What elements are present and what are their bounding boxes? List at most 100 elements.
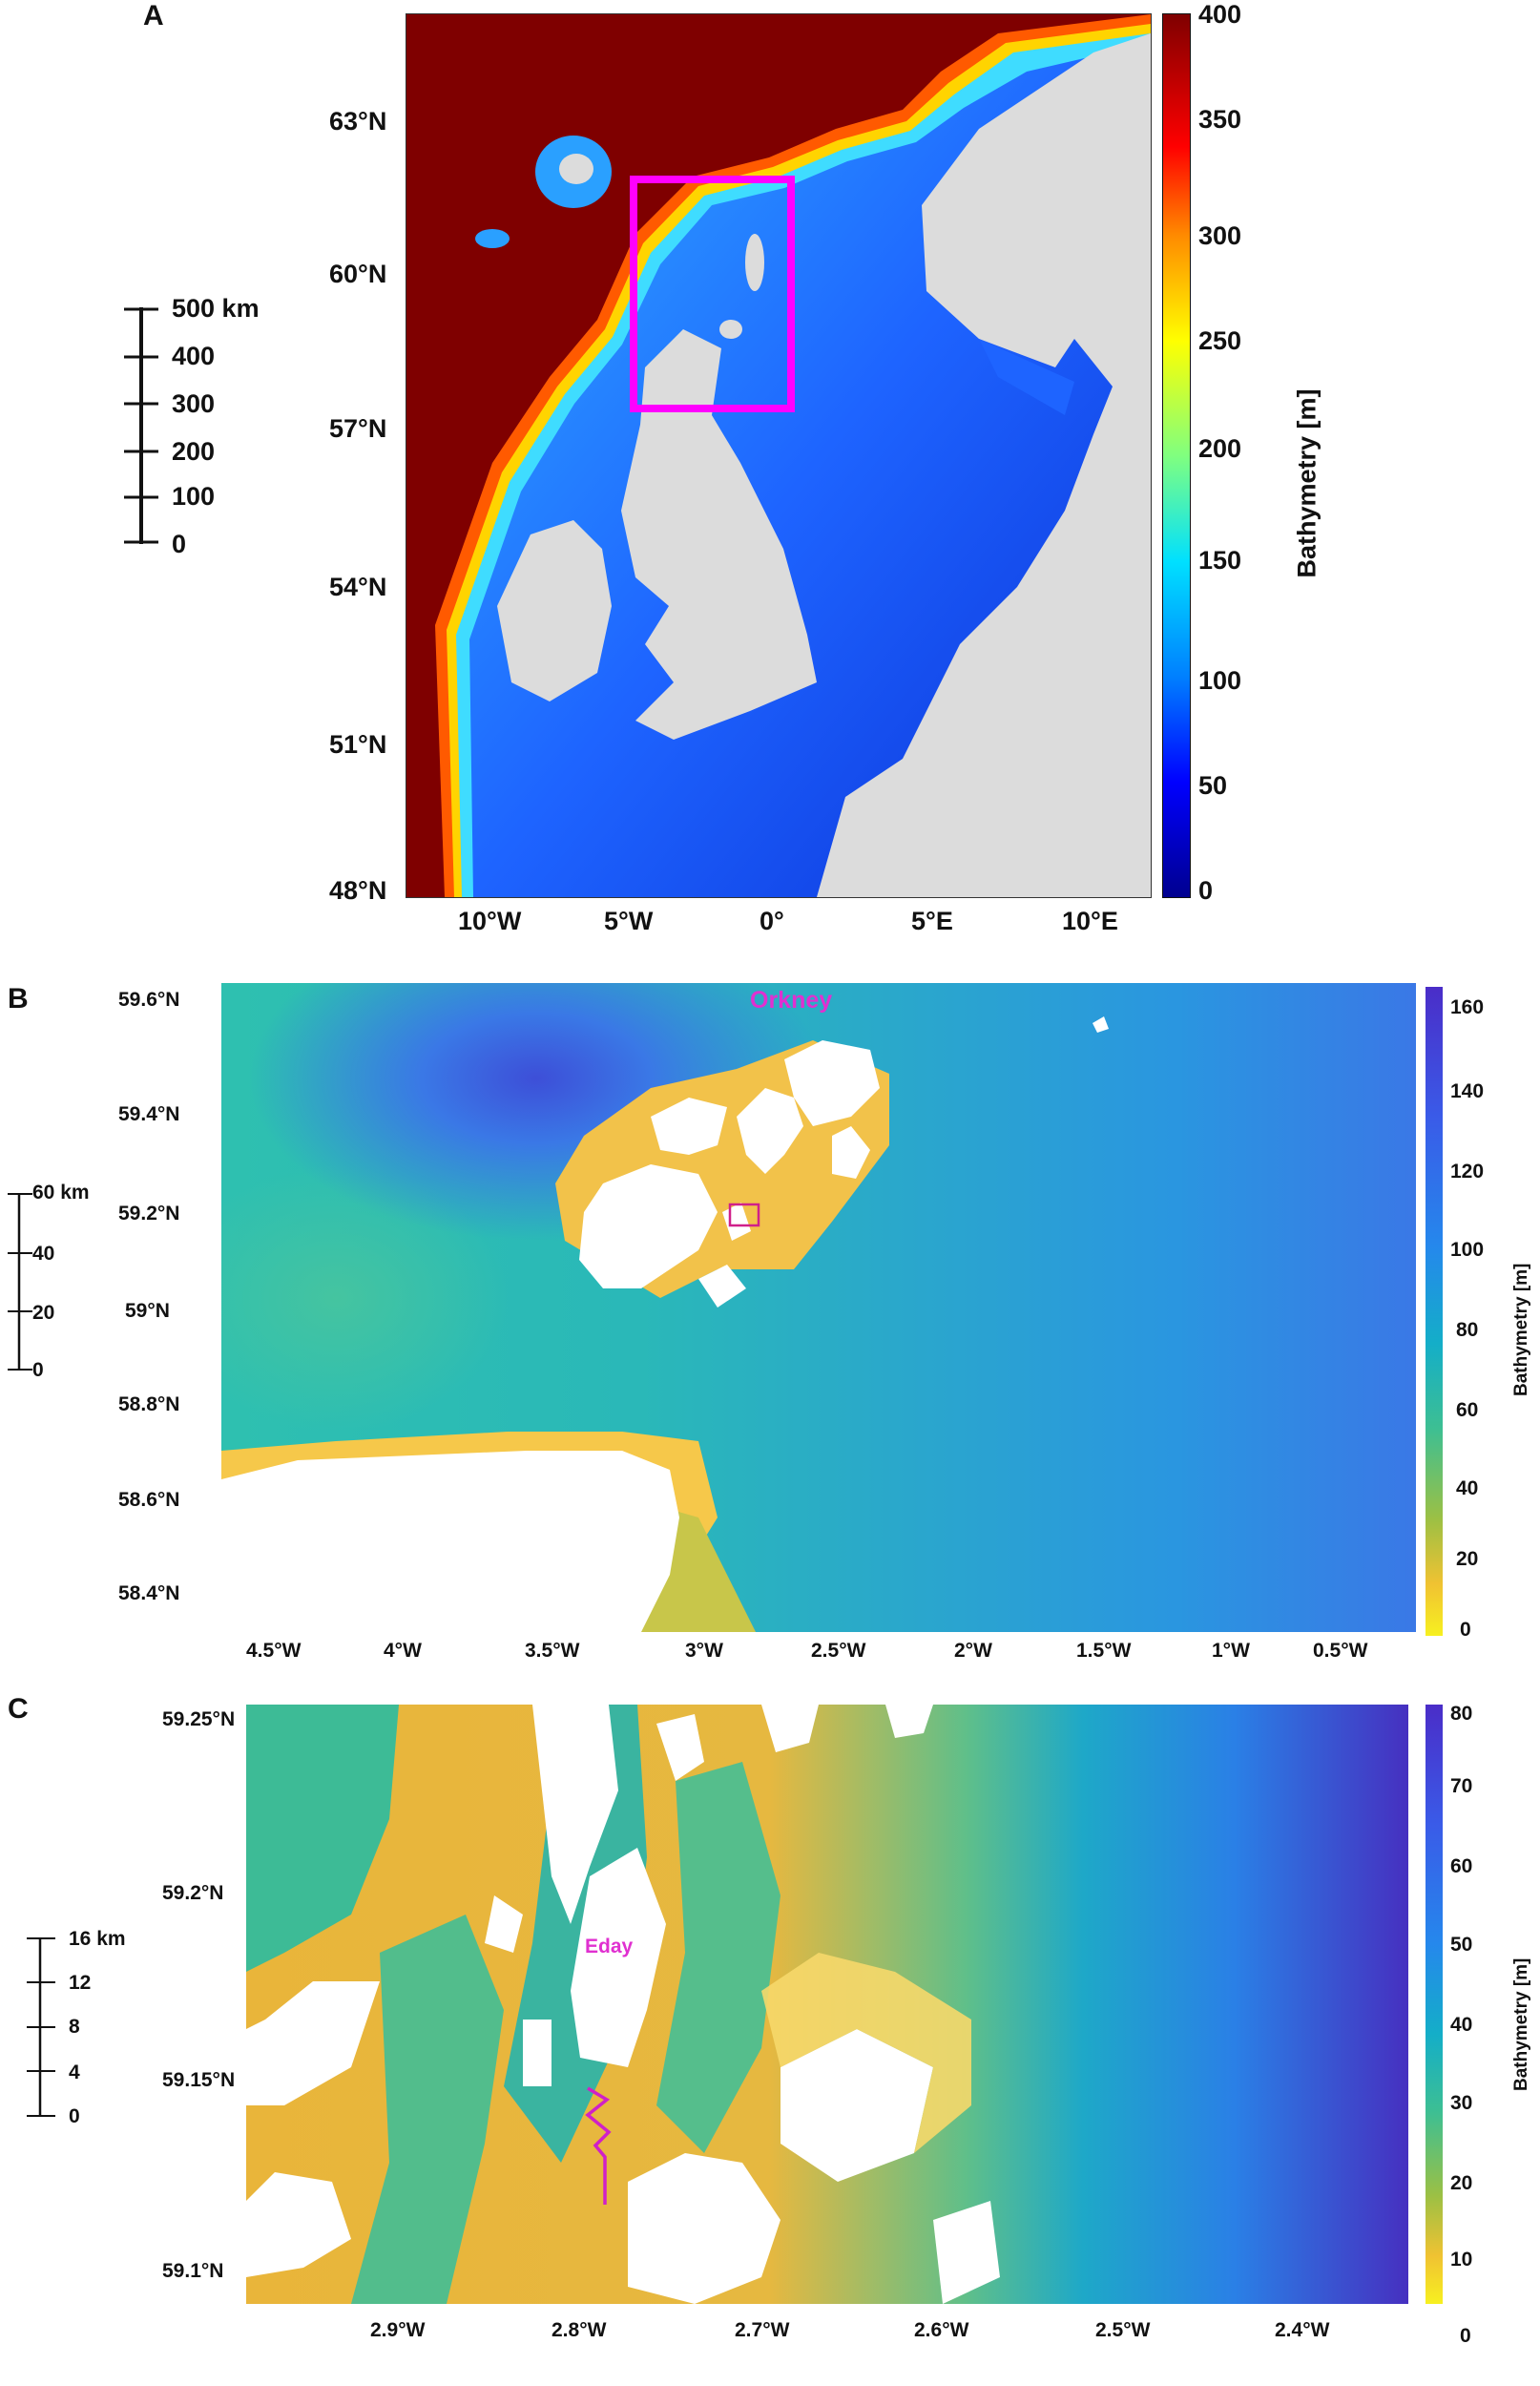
map-eday bbox=[246, 1705, 1408, 2304]
colorbar-tick: 300 bbox=[1198, 221, 1242, 250]
scale-label: 60 km bbox=[32, 1182, 90, 1203]
colorbar-tick: 60 bbox=[1456, 1399, 1479, 1421]
colorbar-tick: 150 bbox=[1198, 546, 1242, 575]
scale-label: 4 bbox=[69, 2062, 80, 2083]
colorbar-b bbox=[1426, 987, 1443, 1636]
colorbar-tick: 200 bbox=[1198, 434, 1242, 463]
map-north-sea bbox=[406, 13, 1152, 898]
colorbar-tick: 400 bbox=[1198, 0, 1242, 29]
map-orkney bbox=[221, 983, 1416, 1632]
lon-label: 2.5°W bbox=[811, 1640, 866, 1662]
lon-label: 10°E bbox=[1062, 907, 1118, 935]
colorbar-tick: 10 bbox=[1450, 2249, 1473, 2271]
colorbar-tick: 20 bbox=[1450, 2172, 1473, 2194]
lat-label: 59.4°N bbox=[118, 1103, 180, 1125]
colorbar-tick: 140 bbox=[1450, 1080, 1485, 1102]
lon-label: 2.4°W bbox=[1275, 2319, 1330, 2341]
scale-label: 40 bbox=[32, 1243, 55, 1265]
scale-bar-graphic bbox=[8, 1193, 32, 1371]
lon-label: 3.5°W bbox=[525, 1640, 580, 1662]
scale-label: 20 bbox=[32, 1302, 55, 1324]
lon-label: 0.5°W bbox=[1313, 1640, 1368, 1662]
colorbar-tick: 160 bbox=[1450, 996, 1485, 1018]
colorbar-tick: 40 bbox=[1450, 2014, 1473, 2036]
panel-letter-b: B bbox=[8, 983, 29, 1015]
lon-label: 2.6°W bbox=[914, 2319, 969, 2341]
transect-line bbox=[585, 2086, 612, 2205]
colorbar-tick: 80 bbox=[1450, 1703, 1473, 1725]
scale-label: 0 bbox=[69, 2105, 80, 2127]
colorbar-tick: 80 bbox=[1456, 1319, 1479, 1341]
lat-label: 51°N bbox=[329, 730, 387, 759]
colorbar-c bbox=[1426, 1705, 1443, 2304]
panel-letter-c: C bbox=[8, 1693, 29, 1725]
lon-label: 3°W bbox=[685, 1640, 723, 1662]
lat-label: 59.1°N bbox=[162, 2260, 224, 2282]
colorbar-a bbox=[1162, 13, 1191, 898]
scale-label: 0 bbox=[172, 530, 187, 558]
scale-label: 400 bbox=[172, 342, 216, 370]
eday-box bbox=[728, 1203, 760, 1227]
scale-bar-graphic bbox=[124, 307, 158, 544]
colorbar-tick: 250 bbox=[1198, 326, 1242, 355]
colorbar-title-b: Bathymetry [m] bbox=[1511, 1263, 1531, 1396]
colorbar-tick: 0 bbox=[1198, 876, 1214, 905]
scale-label: 0 bbox=[32, 1359, 44, 1381]
lon-label: 2°W bbox=[954, 1640, 992, 1662]
colorbar-tick: 50 bbox=[1450, 1934, 1473, 1956]
colorbar-tick: 100 bbox=[1198, 666, 1242, 695]
lat-label: 58.8°N bbox=[118, 1393, 180, 1415]
scale-bar-graphic bbox=[27, 1937, 55, 2117]
lat-label: 59.2°N bbox=[118, 1203, 180, 1224]
colorbar-tick: 120 bbox=[1450, 1161, 1485, 1183]
colorbar-title-c: Bathymetry [m] bbox=[1511, 1957, 1531, 2091]
colorbar-tick: 50 bbox=[1198, 771, 1228, 800]
lon-label: 2.9°W bbox=[370, 2319, 426, 2341]
lat-label: 63°N bbox=[329, 107, 387, 136]
scale-label: 300 bbox=[172, 389, 216, 418]
lat-label: 58.6°N bbox=[118, 1489, 180, 1511]
lon-label: 2.7°W bbox=[735, 2319, 790, 2341]
colorbar-tick: 0 bbox=[1460, 1619, 1471, 1641]
scale-label: 12 bbox=[69, 1972, 92, 1994]
lat-label: 59.25°N bbox=[162, 1708, 236, 1730]
map-eday-graphic bbox=[246, 1705, 1000, 2304]
colorbar-tick: 20 bbox=[1456, 1548, 1479, 1570]
panel-letter-a: A bbox=[143, 0, 164, 31]
map-north-sea-graphic bbox=[435, 14, 1151, 897]
lat-label: 59.2°N bbox=[162, 1882, 224, 1904]
scale-label: 16 km bbox=[69, 1928, 126, 1950]
lon-label: 2.8°W bbox=[551, 2319, 607, 2341]
colorbar-tick: 70 bbox=[1450, 1775, 1473, 1797]
lon-label: 1.5°W bbox=[1076, 1640, 1132, 1662]
colorbar-title-a: Bathymetry [m] bbox=[1292, 388, 1321, 578]
lon-label: 2.5°W bbox=[1095, 2319, 1151, 2341]
study-area-box bbox=[630, 176, 795, 412]
place-label-orkney: Orkney bbox=[750, 987, 833, 1014]
lat-label: 59.15°N bbox=[162, 2069, 236, 2091]
colorbar-tick: 350 bbox=[1198, 105, 1242, 134]
lat-label: 59°N bbox=[125, 1300, 170, 1322]
lon-label: 10°W bbox=[458, 907, 522, 935]
place-label-eday: Eday bbox=[585, 1936, 634, 1957]
lat-label: 60°N bbox=[329, 260, 387, 288]
lon-label: 4.5°W bbox=[246, 1640, 302, 1662]
lat-label: 57°N bbox=[329, 414, 387, 443]
lat-label: 48°N bbox=[329, 876, 387, 905]
lon-label: 0° bbox=[760, 907, 784, 935]
lat-label: 58.4°N bbox=[118, 1582, 180, 1604]
colorbar-tick: 30 bbox=[1450, 2092, 1473, 2114]
colorbar-tick: 100 bbox=[1450, 1239, 1485, 1261]
lat-label: 59.6°N bbox=[118, 989, 180, 1011]
scale-label: 500 km bbox=[172, 294, 260, 323]
colorbar-tick: 40 bbox=[1456, 1477, 1479, 1499]
scale-label: 200 bbox=[172, 437, 216, 466]
colorbar-tick: 0 bbox=[1460, 2325, 1471, 2347]
scale-label: 100 bbox=[172, 482, 216, 511]
lat-label: 54°N bbox=[329, 573, 387, 601]
lon-label: 1°W bbox=[1212, 1640, 1250, 1662]
colorbar-tick: 60 bbox=[1450, 1855, 1473, 1877]
map-orkney-graphic bbox=[221, 1016, 1109, 1632]
lon-label: 4°W bbox=[384, 1640, 422, 1662]
lon-label: 5°W bbox=[604, 907, 654, 935]
